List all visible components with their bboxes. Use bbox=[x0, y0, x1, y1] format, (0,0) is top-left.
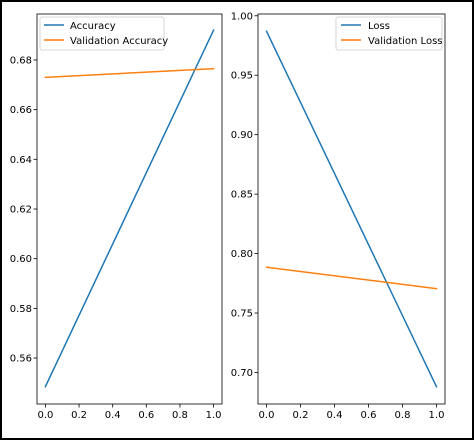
loss-x-tick-label-0-2: 0.2 bbox=[293, 410, 309, 421]
legend-label-accuracy: Accuracy bbox=[70, 21, 116, 32]
accuracy-y-tick-label-0-56: 0.56 bbox=[10, 354, 32, 365]
loss-y-tick-label-0-70: 0.70 bbox=[231, 368, 253, 379]
accuracy-x-tick-label-0-8: 0.8 bbox=[172, 410, 188, 421]
accuracy-y-tick-label-0-68: 0.68 bbox=[10, 55, 32, 66]
accuracy-legend-box bbox=[39, 16, 165, 51]
accuracy-y-tick-label-0-64: 0.64 bbox=[10, 155, 32, 166]
accuracy-ticks-layer: 0.0 0.2 0.4 0.6 0.8 1.0 0.56 0.58 0.60 0.62 0.64 0.… bbox=[10, 55, 222, 421]
accuracy-x-tick-label-0-6: 0.6 bbox=[138, 410, 154, 421]
accuracy-x-tick-label-0-4: 0.4 bbox=[105, 410, 121, 421]
loss-legend: Loss Validation Loss bbox=[335, 16, 443, 51]
accuracy-chart: 0.0 0.2 0.4 0.6 0.8 1.0 0.56 0.58 0.60 0.62 0.64 0.… bbox=[10, 13, 223, 421]
loss-x-tick-label-1-0: 1.0 bbox=[429, 410, 445, 421]
accuracy-y-tick-label-0-62: 0.62 bbox=[10, 205, 32, 216]
accuracy-series-validation-accuracy bbox=[44, 67, 215, 79]
accuracy-y-tick-label-0-60: 0.60 bbox=[10, 254, 32, 265]
loss-series-validation-loss bbox=[265, 266, 438, 290]
accuracy-x-tick-label-0-0: 0.0 bbox=[37, 410, 53, 421]
accuracy-legend: Accuracy Validation Accuracy bbox=[39, 16, 168, 51]
loss-y-tick-label-0-85: 0.85 bbox=[231, 190, 253, 201]
legend-label-validation-loss: Validation Loss bbox=[368, 36, 443, 47]
loss-y-tick-label-1-00: 1.00 bbox=[231, 11, 253, 22]
accuracy-x-tick-label-1-0: 1.0 bbox=[206, 410, 222, 421]
accuracy-y-tick-label-0-66: 0.66 bbox=[10, 105, 32, 116]
loss-series-loss bbox=[265, 30, 438, 388]
accuracy-y-tick-label-0-58: 0.58 bbox=[10, 304, 32, 315]
loss-x-tick-label-0-0: 0.0 bbox=[259, 410, 275, 421]
loss-y-tick-label-0-95: 0.95 bbox=[231, 71, 253, 82]
loss-y-tick-label-0-80: 0.80 bbox=[231, 249, 253, 260]
accuracy-series-accuracy bbox=[44, 29, 215, 388]
loss-x-tick-label-0-8: 0.8 bbox=[395, 410, 411, 421]
loss-legend-box bbox=[335, 16, 443, 51]
loss-x-tick-label-0-6: 0.6 bbox=[361, 410, 377, 421]
loss-y-tick-label-0-75: 0.75 bbox=[231, 309, 253, 320]
loss-chart: 0.0 0.2 0.4 0.6 0.8 1.0 0.70 0.75 0.80 0.85 0.90 0.… bbox=[231, 11, 446, 421]
accuracy-series-layer bbox=[44, 29, 215, 388]
loss-ticks-layer: 0.0 0.2 0.4 0.6 0.8 1.0 0.70 0.75 0.80 0.85 0.90 0.… bbox=[231, 11, 445, 421]
legend-label-validation-accuracy: Validation Accuracy bbox=[70, 36, 168, 47]
loss-series-layer bbox=[265, 30, 438, 388]
legend-label-loss: Loss bbox=[368, 21, 390, 32]
loss-x-tick-label-0-4: 0.4 bbox=[327, 410, 343, 421]
loss-y-tick-label-0-90: 0.90 bbox=[231, 130, 253, 141]
accuracy-x-tick-label-0-2: 0.2 bbox=[71, 410, 87, 421]
